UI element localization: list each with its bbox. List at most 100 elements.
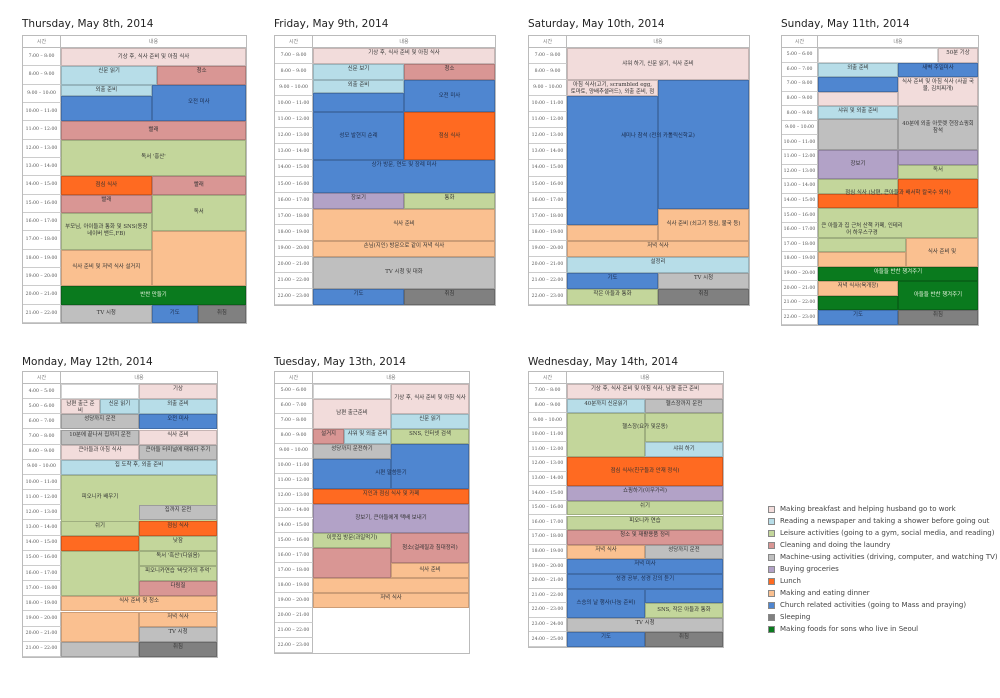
activity-block-breakfast: 식사 준비: [139, 429, 217, 445]
activity-block-cleaning: 설거지: [313, 428, 345, 444]
activity-block-dinner: [818, 252, 906, 267]
time-slot-label: 15:00 – 16:00: [275, 533, 313, 549]
time-slot-label: 20:00 – 21:00: [275, 608, 313, 624]
time-slot-label: 22:00 – 23:00: [529, 603, 567, 618]
time-slot-label: 13:00 – 14:00: [529, 144, 567, 161]
time-slot-label: 9:00 – 10:00: [23, 84, 61, 103]
time-slot-label: 21:00 – 22:00: [529, 588, 567, 604]
activity-block-lunch: 점심 식사 (남편, 큰아들과 배서학 칼국수 외식): [845, 190, 951, 197]
activity-block-church: [313, 92, 404, 113]
time-slot-label: 9:00 – 10:00: [275, 80, 313, 97]
day-title: Sunday, May 11th, 2014: [781, 18, 910, 30]
activity-block-dinner: 식사 준비 및 저녁 식사 설거지: [61, 249, 152, 287]
activity-block-dinner: 저녁 식사: [313, 593, 469, 609]
legend-label: Making breakfast and helping husband go …: [780, 505, 956, 513]
time-slot-label: 15:00 – 16:00: [23, 194, 61, 213]
day-title: Saturday, May 10th, 2014: [528, 18, 665, 30]
activity-block-newspaper: 외출 준비: [61, 84, 152, 96]
legend-label: Machine-using activities (driving, compu…: [780, 553, 998, 561]
time-slot-label: 22:00 – 23:00: [529, 288, 567, 305]
day-title: Monday, May 12th, 2014: [22, 356, 153, 368]
time-slot-label: 16:00 – 17:00: [23, 566, 61, 582]
activity-block-breakfast: 식사 준비 및 아침 식사 (사골 국물, 김치찌개): [898, 77, 978, 107]
activity-block-leisure: 피오니카 연습: [567, 515, 723, 531]
time-slot-label: 12:00 – 13:00: [275, 488, 313, 504]
time-slot-label: 16:00 – 17:00: [275, 192, 313, 209]
legend-item-leisure: Leisure activities (going to a gym, soci…: [768, 527, 998, 539]
time-slot-label: 9:00 – 10:00: [529, 80, 567, 97]
schedule-table: 시간 내용 4:00 – 5:00 5:00 – 6:00 6:00 – 7:00 7:0…: [22, 371, 218, 658]
legend-label: Church related activities (going to Mass…: [780, 601, 967, 609]
legend-item-church: Church related activities (going to Mass…: [768, 599, 998, 611]
legend-swatch-church: [768, 601, 775, 609]
activity-block-church: 상가 방문, 연도 및 장례 미사: [313, 160, 495, 193]
time-slot-label: 19:00 – 20:00: [782, 266, 818, 282]
activity-block-church: [818, 77, 898, 92]
time-slot-label: 8:00 – 9:00: [782, 91, 818, 107]
time-slot-label: 11:00 – 12:00: [23, 121, 61, 140]
legend-item-machine: Machine-using activities (driving, compu…: [768, 551, 998, 563]
activity-block-leisure: 피오니카연습 '바닷가의 추억': [139, 566, 217, 582]
header-time: 시간: [529, 36, 567, 48]
legend-item-breakfast: Making breakfast and helping husband go …: [768, 503, 998, 515]
legend-label: Reading a newspaper and taking a shower …: [780, 517, 990, 525]
activity-block-church: 저녁 미사: [567, 559, 723, 574]
activity-block-church: 성모 발현지 순례: [313, 112, 404, 161]
activity-block-church: 성경 공부, 성경 강의 듣기: [567, 573, 723, 589]
time-slot-label: 11:00 – 12:00: [275, 473, 313, 489]
time-slot-label: 17:00 – 18:00: [529, 208, 567, 225]
activity-block-sons: 아들들 반찬 챙겨주기: [898, 281, 978, 311]
time-slot-label: 21:00 – 22:00: [529, 272, 567, 289]
legend-label: Sleeping: [780, 613, 811, 621]
time-slot-label: 19:00 – 20:00: [529, 240, 567, 257]
time-slot-label: 11:00 – 12:00: [529, 112, 567, 129]
activity-block-breakfast: 기상 후, 식사 준비 및 아침 식사: [61, 48, 246, 67]
time-slot-label: 18:00 – 19:00: [529, 544, 567, 560]
activity-block-cleaning: 빨래: [61, 194, 152, 213]
time-slot-label: 10:00 – 11:00: [782, 135, 818, 151]
activity-block-lunch: 점심 식사(친구들과 안재 정식): [567, 457, 723, 487]
activity-block-church: 기도: [567, 632, 645, 647]
time-slot-label: 21:00 – 22:00: [782, 295, 818, 311]
time-slot-label: 7:00 – 8:00: [275, 48, 313, 65]
day-title: Wednesday, May 14th, 2014: [528, 356, 679, 368]
activity-block-leisure: 독서: [898, 164, 978, 180]
activity-block-breakfast: 기상 후, 식사 준비 및 아침 식사: [313, 48, 495, 65]
header-time: 시간: [23, 36, 61, 48]
time-slot-label: 10:00 – 11:00: [529, 96, 567, 113]
header-content: 내용: [313, 36, 495, 48]
time-slot-label: 18:00 – 19:00: [23, 596, 61, 612]
activity-block-sons: [818, 295, 898, 311]
time-slot-label: 19:00 – 20:00: [529, 559, 567, 574]
time-slot-label: 6:00 – 7:00: [275, 398, 313, 414]
activity-block-breakfast: 기상 후, 식사 준비 및 아침 식사: [391, 384, 469, 414]
time-slot-label: 16:00 – 17:00: [529, 515, 567, 531]
activity-block-machine: TV 시청: [658, 272, 749, 289]
time-slot-label: 19:00 – 20:00: [23, 268, 61, 287]
activity-block-church: 기도: [313, 288, 404, 305]
time-slot-label: 7:00 – 8:00: [529, 48, 567, 65]
legend-item-sons: Making foods for sons who live in Seoul: [768, 623, 998, 635]
time-slot-label: 20:00 – 21:00: [529, 256, 567, 273]
time-slot-label: 10:00 – 11:00: [275, 458, 313, 474]
time-slot-label: 7:00 – 8:00: [275, 413, 313, 429]
time-slot-label: 11:00 – 12:00: [782, 150, 818, 165]
activity-block-church: 기도: [567, 272, 658, 289]
legend-swatch-groceries: [768, 565, 775, 573]
day-title: Tuesday, May 13th, 2014: [274, 356, 406, 368]
header-content: 내용: [567, 372, 723, 384]
legend-swatch-newspaper: [768, 517, 775, 525]
time-slot-label: 18:00 – 19:00: [275, 578, 313, 594]
activity-block-sleeping: 취침: [658, 288, 749, 305]
activity-block-leisure: 독서 '흑산'(다읽음): [139, 550, 217, 566]
time-slot-label: 18:00 – 19:00: [529, 224, 567, 241]
time-slot-label: 16:00 – 17:00: [275, 548, 313, 564]
header-time: 시간: [275, 372, 313, 384]
schedule-table: 시간 내용 7:00 – 8:00 8:00 – 9:00 9:00 – 10:00 10…: [274, 35, 496, 306]
time-slot-label: 16:00 – 17:00: [529, 192, 567, 209]
time-slot-label: 15:00 – 16:00: [529, 176, 567, 193]
time-slot-label: 17:00 – 18:00: [275, 208, 313, 225]
time-slot-label: 17:00 – 18:00: [529, 530, 567, 545]
legend-label: Lunch: [780, 577, 801, 585]
legend-item-groceries: Buying groceries: [768, 563, 998, 575]
